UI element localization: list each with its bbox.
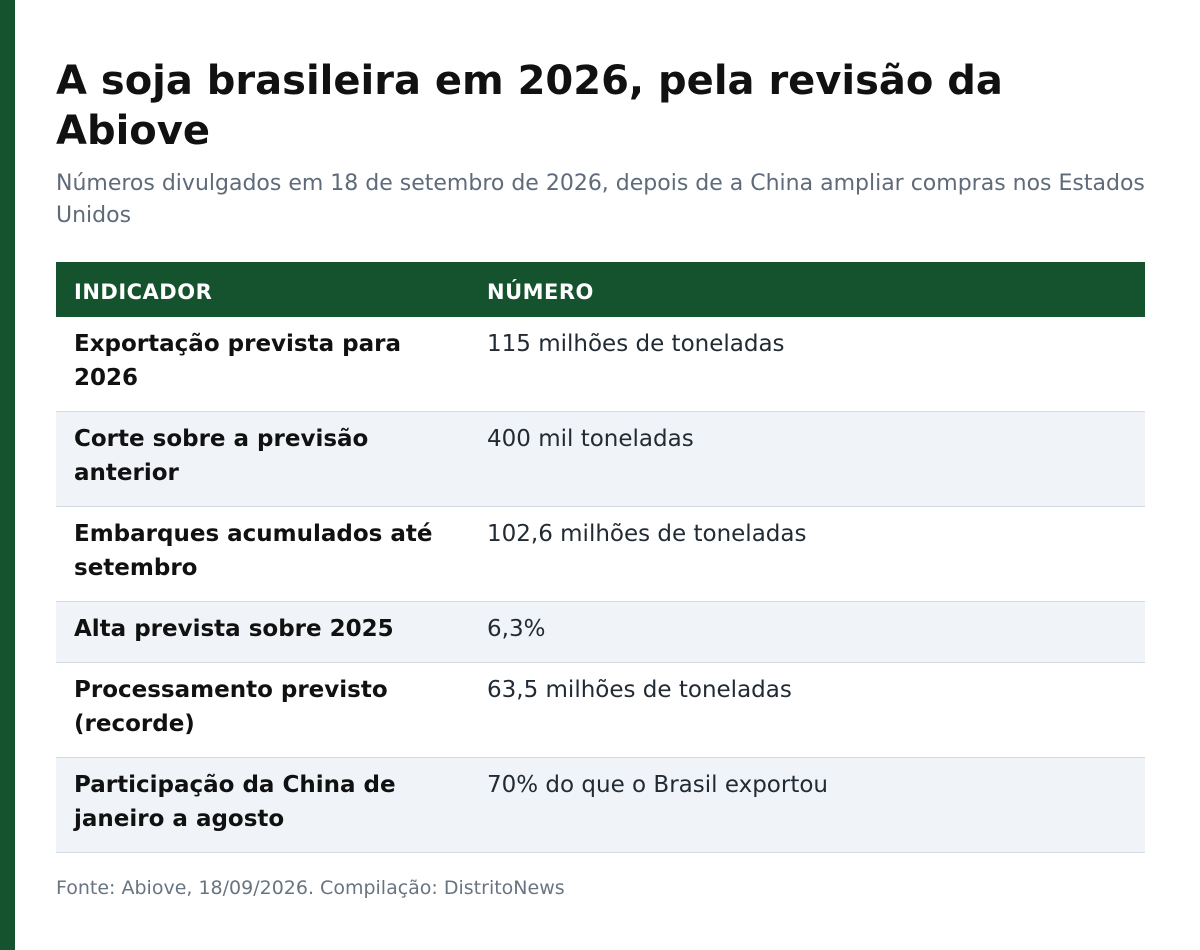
- row-value: 115 milhões de toneladas: [469, 317, 1145, 412]
- source-note: Fonte: Abiove, 18/09/2026. Compilação: D…: [56, 877, 565, 899]
- row-value: 6,3%: [469, 601, 1145, 663]
- page-subtitle: Números divulgados em 18 de setembro de …: [56, 171, 1145, 228]
- accent-bar: [0, 0, 15, 950]
- table-row: Embarques acumulados até setembro 102,6 …: [56, 506, 1145, 602]
- row-label: Corte sobre a previsão anterior: [56, 411, 469, 507]
- row-label: Exportação prevista para 2026: [56, 317, 469, 412]
- table-row: Processamento previsto (recorde) 63,5 mi…: [56, 662, 1145, 758]
- page-title: A soja brasileira em 2026, pela revisão …: [56, 58, 1003, 154]
- row-value: 102,6 milhões de toneladas: [469, 506, 1145, 602]
- header-numero: NÚMERO: [487, 279, 594, 304]
- row-label: Processamento previsto (recorde): [56, 662, 469, 758]
- table-header-row: INDICADOR NÚMERO: [56, 262, 1145, 317]
- row-label: Participação da China de janeiro a agost…: [56, 757, 469, 853]
- table-row: Exportação prevista para 2026 115 milhõe…: [56, 317, 1145, 412]
- row-value: 70% do que o Brasil exportou: [469, 757, 1145, 853]
- row-value: 400 mil toneladas: [469, 411, 1145, 507]
- row-value: 63,5 milhões de toneladas: [469, 662, 1145, 758]
- row-label: Alta prevista sobre 2025: [56, 601, 469, 663]
- row-label: Embarques acumulados até setembro: [56, 506, 469, 602]
- header-indicador: INDICADOR: [74, 279, 213, 304]
- article-card: A soja brasileira em 2026, pela revisão …: [56, 56, 1145, 899]
- table-row: Alta prevista sobre 2025 6,3%: [56, 601, 1145, 663]
- table-row: Participação da China de janeiro a agost…: [56, 757, 1145, 853]
- table-row: Corte sobre a previsão anterior 400 mil …: [56, 411, 1145, 507]
- indicators-table: INDICADOR NÚMERO Exportação prevista par…: [56, 262, 1145, 853]
